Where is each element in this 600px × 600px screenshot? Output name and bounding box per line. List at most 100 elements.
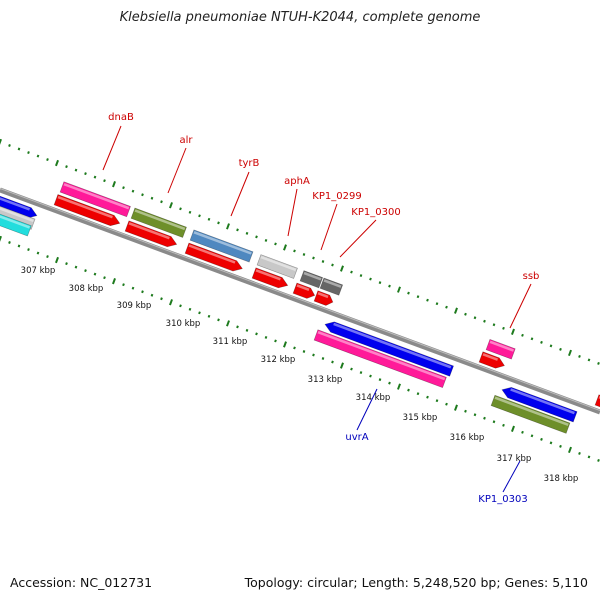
gene-dnab[interactable] (59, 181, 131, 218)
reverse-tick-mark (549, 441, 553, 445)
reverse-tick-mark (502, 423, 505, 427)
reverse-tick-mark (302, 350, 306, 353)
forward-tick-mark (492, 323, 496, 327)
forward-tick-mark (46, 158, 49, 162)
forward-tick-mark (236, 228, 239, 232)
gene-label-kp1-0300[interactable]: KP1_0300 (351, 207, 400, 218)
reverse-tick-mark (274, 339, 277, 343)
reverse-tick-mark (407, 388, 410, 392)
gene-fragment[interactable] (0, 210, 32, 237)
reverse-tick-mark (378, 378, 382, 382)
reverse-tick-mark (112, 278, 116, 285)
gene-apha[interactable] (256, 254, 298, 279)
gene-alr[interactable] (130, 207, 187, 238)
forward-tick-mark (302, 253, 306, 256)
kbp-label: 307 kbp (21, 266, 56, 276)
forward-tick-mark (188, 210, 192, 214)
forward-tick-mark (407, 291, 410, 295)
forward-tick-mark (217, 221, 220, 225)
kbp-label: 317 kbp (497, 454, 532, 464)
forward-tick-mark (540, 340, 543, 344)
gene-kp1-0300[interactable] (319, 277, 344, 296)
reverse-tick-mark (245, 328, 249, 332)
reverse-tick-mark (454, 404, 458, 411)
reverse-tick-mark (492, 420, 496, 424)
gene-fragment[interactable] (0, 192, 39, 221)
gene-uvra[interactable] (323, 319, 454, 377)
reverse-tick-mark (17, 244, 21, 248)
gene-kp1-0299[interactable] (299, 270, 324, 289)
forward-tick-mark (350, 270, 353, 274)
forward-tick-mark (559, 347, 562, 351)
reverse-tick-mark (283, 341, 287, 348)
reverse-tick-mark (540, 437, 543, 441)
forward-tick-mark (274, 242, 277, 246)
gene-ssb[interactable] (485, 339, 516, 360)
reverse-tick-mark (464, 409, 467, 413)
reverse-tick-mark (8, 241, 11, 244)
reverse-tick-mark (0, 235, 2, 243)
gene-tyrb[interactable] (189, 229, 254, 263)
reverse-tick-mark (473, 413, 477, 417)
reverse-tick-mark (188, 307, 192, 311)
cds-arrow[interactable] (184, 242, 244, 274)
forward-tick-mark (65, 165, 68, 169)
reverse-tick-mark (340, 362, 344, 369)
cds-arrow[interactable] (124, 220, 179, 250)
reverse-tick-mark (160, 297, 163, 301)
reverse-tick-mark (103, 276, 106, 280)
forward-tick-mark (378, 281, 382, 285)
gene-label-tyrb[interactable]: tyrB (239, 158, 260, 169)
forward-tick-mark (416, 295, 420, 299)
forward-tick-mark (530, 337, 534, 341)
sequence-backbone-highlight (0, 188, 600, 411)
gene-label-dnab[interactable]: dnaB (108, 112, 134, 123)
cds-arrow[interactable] (313, 290, 335, 308)
kbp-label: 315 kbp (403, 413, 438, 423)
reverse-tick-mark (131, 286, 135, 290)
forward-tick-mark (321, 260, 325, 263)
gene-label-kp1-0299[interactable]: KP1_0299 (312, 191, 361, 202)
forward-tick-mark (141, 193, 144, 197)
reverse-tick-mark (559, 444, 562, 448)
reverse-tick-mark (74, 265, 78, 269)
reverse-tick-mark (150, 293, 154, 297)
cds-arrow[interactable] (478, 351, 506, 371)
gene-label-ssb[interactable]: ssb (523, 271, 540, 282)
reverse-tick-mark (179, 304, 182, 308)
gene-label-uvra[interactable]: uvrA (345, 432, 368, 443)
forward-tick-mark (369, 277, 372, 281)
cds-arrow[interactable] (594, 394, 600, 410)
gene-label-alr[interactable]: alr (179, 135, 193, 146)
cds-arrow[interactable] (251, 267, 290, 291)
forward-tick-mark (36, 154, 40, 158)
gene-label-apha[interactable]: aphA (284, 176, 310, 187)
forward-tick-mark (8, 144, 11, 147)
reverse-tick-mark (511, 425, 515, 432)
reverse-tick-mark (445, 402, 448, 406)
kbp-label: 312 kbp (261, 355, 296, 365)
reverse-tick-mark (416, 392, 420, 396)
cds-arrow[interactable] (53, 194, 122, 229)
cds-uvra[interactable] (313, 329, 447, 389)
reverse-tick-mark (217, 318, 220, 322)
forward-tick-mark (502, 326, 505, 330)
reverse-tick-mark (46, 255, 49, 259)
forward-tick-mark (160, 200, 163, 204)
forward-tick-mark (264, 238, 268, 242)
reverse-tick-mark (65, 262, 68, 266)
cds-arrow[interactable] (292, 282, 317, 301)
reverse-tick-mark (27, 248, 30, 252)
forward-tick-mark (283, 244, 287, 251)
forward-tick-mark (55, 159, 59, 167)
leader-line-alr (167, 147, 187, 194)
forward-tick-mark (169, 202, 173, 209)
forward-tick-mark (435, 302, 439, 306)
reverse-tick-mark (369, 374, 372, 378)
cds-kp1-0303[interactable] (490, 394, 571, 434)
gene-kp1-0303[interactable] (500, 385, 578, 423)
reverse-tick-mark (293, 346, 296, 350)
gene-label-kp1-0303[interactable]: KP1_0303 (478, 494, 527, 505)
forward-tick-mark (597, 361, 600, 365)
